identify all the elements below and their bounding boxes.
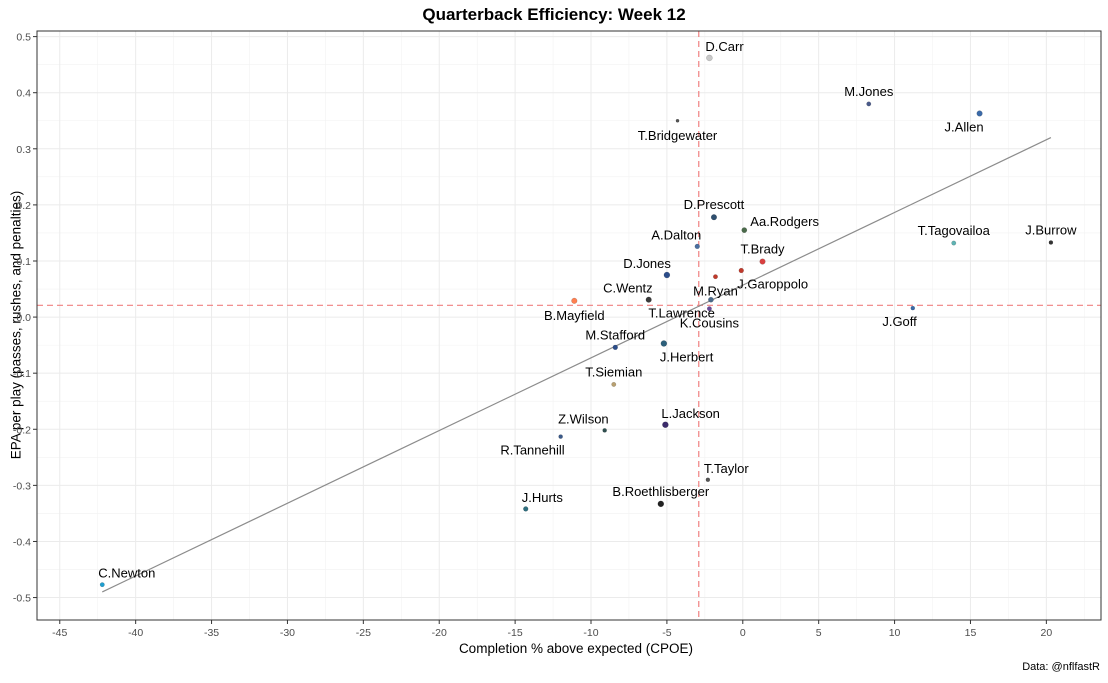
label-j-herbert: J.Herbert [660,349,714,364]
y-tick-label: 0.0 [16,312,31,324]
y-tick-label: 0.5 [16,32,31,44]
plot-background [37,31,1101,620]
label-aa-rodgers: Aa.Rodgers [750,214,819,229]
label-m-jones: M.Jones [844,84,894,99]
label-j-garoppolo: J.Garoppolo [737,277,808,292]
x-axis-label: Completion % above expected (CPOE) [458,641,694,656]
point-m-ryan [713,274,718,280]
plot-border [36,30,1102,621]
label-r-tannehill: R.Tannehill [500,443,564,458]
x-tick-label: -15 [508,627,523,639]
label-j-allen: J.Allen [945,119,984,134]
label-j-burrow: J.Burrow [1025,222,1077,237]
trend-line [102,137,1052,593]
x-axis-ticks: -45 -40 -35 -30 -25 -20 -15 -10 -5 0 5 10 15 20 [52,620,1052,639]
x-tick-label: 5 [816,627,822,639]
point-r-tannehill [558,434,563,439]
point-d-jones [663,271,671,279]
label-t-bridgewater: T.Bridgewater [638,128,718,143]
x-tick-label: 15 [965,627,977,639]
label-j-hurts: J.Hurts [522,490,564,505]
point-b-roethlisberger [657,500,665,508]
label-m-stafford: M.Stafford [585,327,645,342]
point-j-hurts [523,506,529,512]
point-b-mayfield [571,297,578,304]
point-t-taylor [705,477,711,483]
label-m-ryan: M.Ryan [693,284,738,299]
point-t-siemian [611,381,617,387]
y-axis-ticks: -0.5 -0.4 -0.3 -0.2 -0.1 0.0 0.1 0.2 0.3 0.4 0.5 [13,32,37,605]
point-c-wentz [645,296,652,303]
y-tick-label: 0.1 [16,256,31,268]
label-b-mayfield: B.Mayfield [544,308,605,323]
y-tick-label: -0.5 [13,593,31,605]
point-a-dalton [694,243,700,250]
point-m-jones [866,101,872,107]
point-l-jackson [662,421,669,429]
y-tick-label: 0.3 [16,144,31,156]
reference-lines [37,31,1101,620]
y-tick-label: -0.2 [13,424,31,436]
label-z-wilson: Z.Wilson [558,411,609,426]
point-c-newton [99,582,105,588]
label-c-wentz: C.Wentz [603,281,653,296]
x-tick-label: -30 [280,627,295,639]
label-l-jackson: L.Jackson [661,406,720,421]
data-source-caption: Data: @nflfastR [1022,661,1100,673]
point-j-herbert [660,340,668,347]
x-tick-label: -40 [128,627,143,639]
point-d-prescott [710,214,718,221]
x-tick-label: -35 [204,627,219,639]
point-j-goff [910,305,916,311]
label-a-dalton: A.Dalton [651,227,701,242]
point-j-allen [976,110,983,117]
label-t-siemian: T.Siemian [585,364,642,379]
x-tick-label: -25 [356,627,371,639]
y-tick-label: -0.1 [13,368,31,380]
point-t-tagovailoa [951,240,957,246]
points-layer [99,54,1054,588]
x-tick-label: 10 [889,627,901,639]
label-d-prescott: D.Prescott [684,197,745,212]
y-tick-label: 0.4 [16,88,31,100]
point-t-bridgewater [675,118,680,123]
point-j-garoppolo [738,267,744,274]
x-tick-label: 0 [740,627,746,639]
point-t-brady [759,258,766,265]
major-gridlines [37,31,1101,620]
point-t-lawrence [708,296,714,303]
point-labels-layer: D.Carr M.Jones J.Allen T.Bridgewater D.Presc… [98,39,1077,581]
label-t-lawrence: T.Lawrence [648,306,714,321]
y-tick-label: -0.4 [13,536,31,548]
x-tick-label: -45 [52,627,67,639]
x-tick-label: -20 [432,627,447,639]
y-tick-label: 0.2 [16,200,31,212]
minor-gridlines [37,31,1101,620]
y-tick-label: -0.3 [13,480,31,492]
label-c-newton: C.Newton [98,566,155,581]
point-z-wilson [602,428,607,433]
point-aa-rodgers [741,227,748,233]
x-tick-label: -5 [662,627,671,639]
label-d-carr: D.Carr [705,39,744,54]
label-j-goff: J.Goff [882,314,917,329]
label-t-taylor: T.Taylor [704,461,749,476]
point-j-burrow [1048,240,1054,245]
point-d-carr [706,54,713,62]
label-t-tagovailoa: T.Tagovailoa [918,223,991,238]
label-k-cousins: K.Cousins [680,316,740,331]
label-b-roethlisberger: B.Roethlisberger [612,484,709,499]
x-tick-label: -10 [583,627,598,639]
chart-title: Quarterback Efficiency: Week 12 [422,5,686,24]
point-m-stafford [612,344,618,351]
label-d-jones: D.Jones [623,256,671,271]
trend-line-layer [102,137,1052,593]
label-t-brady: T.Brady [740,242,785,257]
point-k-cousins [706,306,712,312]
x-tick-label: 20 [1041,627,1053,639]
